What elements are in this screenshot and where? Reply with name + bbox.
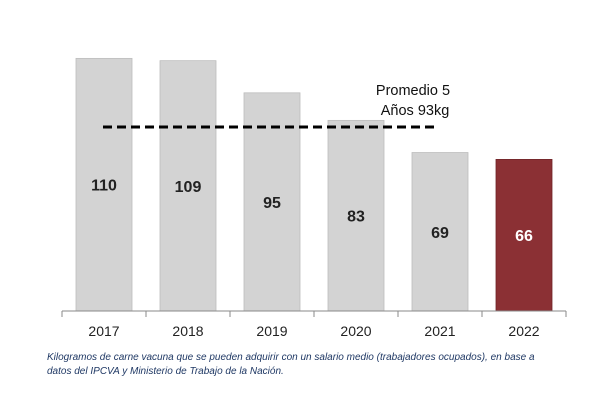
bar-2017 xyxy=(75,57,133,312)
average-annotation-line-2: Años 93kg xyxy=(381,103,450,119)
average-annotation: Promedio 5 Años 93kg xyxy=(376,83,454,119)
x-tick-label-2020: 2020 xyxy=(340,323,371,339)
x-tick-label-2019: 2019 xyxy=(256,323,287,339)
x-tick-label-2018: 2018 xyxy=(172,323,203,339)
bar-value-label-2019: 95 xyxy=(263,195,281,212)
x-tick-label-2017: 2017 xyxy=(88,323,119,339)
bar-value-label-2020: 83 xyxy=(347,209,365,226)
bar-value-label-2017: 110 xyxy=(91,178,117,195)
x-ticks-layer: 2017 2018 2019 2020 2021 2022 xyxy=(61,311,567,339)
caption-line-2: datos del IPCVA y Ministerio de Trabajo … xyxy=(47,366,284,377)
average-annotation-line-1: Promedio 5 xyxy=(376,83,450,99)
caption-line-1: Kilogramos de carne vacuna que se pueden… xyxy=(47,352,535,363)
x-tick-label-2022: 2022 xyxy=(508,323,539,339)
bar-value-label-2021: 69 xyxy=(431,225,449,242)
bar-2022 xyxy=(495,159,553,312)
x-tick-label-2021: 2021 xyxy=(424,323,455,339)
bar-value-label-2022: 66 xyxy=(515,228,533,245)
bar-2020 xyxy=(327,119,385,312)
bars-layer: 110 109 95 83 69 66 xyxy=(75,57,553,312)
bar-value-label-2018: 109 xyxy=(175,179,202,196)
chart-caption: Kilogramos de carne vacuna que se pueden… xyxy=(47,351,592,379)
bar-2019 xyxy=(243,92,301,312)
bar-2021 xyxy=(411,152,469,312)
